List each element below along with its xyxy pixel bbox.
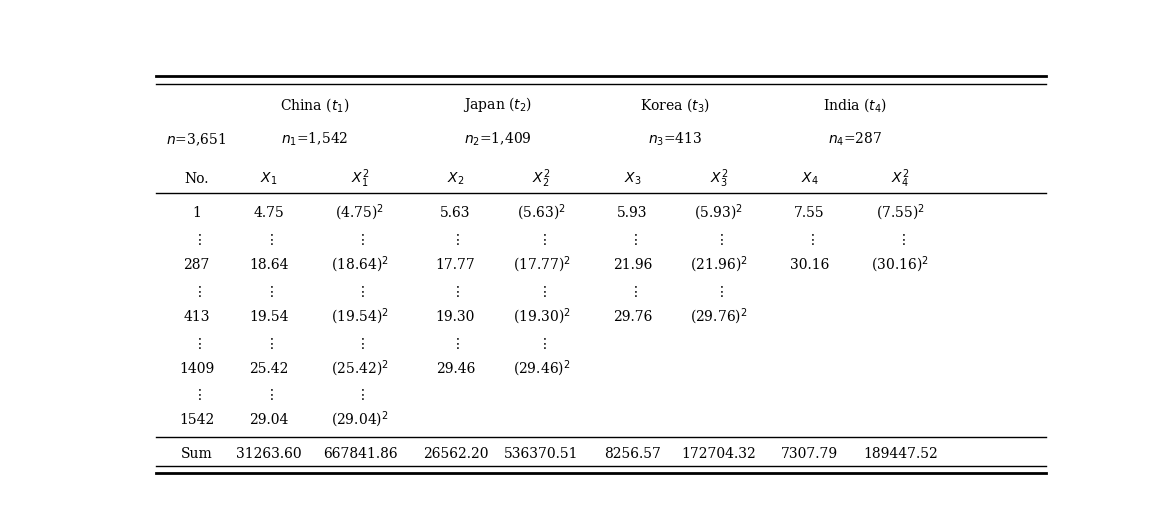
- Text: (29.04)$^2$: (29.04)$^2$: [332, 410, 389, 430]
- Text: $\vdots$: $\vdots$: [450, 231, 461, 247]
- Text: (17.77)$^2$: (17.77)$^2$: [512, 254, 571, 275]
- Text: 7.55: 7.55: [795, 206, 825, 220]
- Text: (19.54)$^2$: (19.54)$^2$: [331, 307, 389, 327]
- Text: (21.96)$^2$: (21.96)$^2$: [690, 254, 748, 275]
- Text: $X_2^2$: $X_2^2$: [532, 167, 551, 190]
- Text: 667841.86: 667841.86: [322, 447, 397, 461]
- Text: (25.42)$^2$: (25.42)$^2$: [331, 359, 389, 379]
- Text: 5.63: 5.63: [440, 206, 471, 220]
- Text: (4.75)$^2$: (4.75)$^2$: [335, 203, 384, 223]
- Text: 30.16: 30.16: [790, 257, 830, 271]
- Text: 5.93: 5.93: [618, 206, 648, 220]
- Text: (7.55)$^2$: (7.55)$^2$: [875, 203, 925, 223]
- Text: $\vdots$: $\vdots$: [192, 284, 202, 298]
- Text: $n_1$=1,542: $n_1$=1,542: [281, 131, 348, 148]
- Text: (19.30)$^2$: (19.30)$^2$: [512, 307, 571, 327]
- Text: $\vdots$: $\vdots$: [265, 231, 274, 247]
- Text: 1: 1: [192, 206, 200, 220]
- Text: (29.46)$^2$: (29.46)$^2$: [513, 359, 571, 379]
- Text: $n_2$=1,409: $n_2$=1,409: [464, 131, 532, 148]
- Text: (30.16)$^2$: (30.16)$^2$: [872, 254, 929, 275]
- Text: (5.93)$^2$: (5.93)$^2$: [694, 203, 743, 223]
- Text: $\vdots$: $\vdots$: [628, 284, 638, 298]
- Text: $\vdots$: $\vdots$: [714, 231, 723, 247]
- Text: China ($t_1$): China ($t_1$): [280, 96, 349, 114]
- Text: $\vdots$: $\vdots$: [355, 336, 364, 351]
- Text: $\vdots$: $\vdots$: [895, 231, 905, 247]
- Text: $\vdots$: $\vdots$: [355, 284, 364, 298]
- Text: $\vdots$: $\vdots$: [265, 336, 274, 351]
- Text: $\vdots$: $\vdots$: [192, 387, 202, 402]
- Text: $\vdots$: $\vdots$: [537, 336, 546, 351]
- Text: $X_1^2$: $X_1^2$: [350, 167, 369, 190]
- Text: Sum: Sum: [180, 447, 212, 461]
- Text: 25.42: 25.42: [250, 362, 288, 376]
- Text: $\vdots$: $\vdots$: [537, 231, 546, 247]
- Text: 19.54: 19.54: [250, 310, 288, 324]
- Text: Japan ($t_2$): Japan ($t_2$): [463, 95, 532, 114]
- Text: 29.46: 29.46: [436, 362, 475, 376]
- Text: $X_3$: $X_3$: [624, 170, 641, 187]
- Text: 17.77: 17.77: [436, 257, 475, 271]
- Text: (5.63)$^2$: (5.63)$^2$: [517, 203, 566, 223]
- Text: $\vdots$: $\vdots$: [450, 284, 461, 298]
- Text: $\vdots$: $\vdots$: [450, 336, 461, 351]
- Text: Korea ($t_3$): Korea ($t_3$): [640, 96, 710, 114]
- Text: 172704.32: 172704.32: [681, 447, 756, 461]
- Text: $n_3$=413: $n_3$=413: [648, 131, 702, 148]
- Text: $\vdots$: $\vdots$: [192, 336, 202, 351]
- Text: 189447.52: 189447.52: [863, 447, 938, 461]
- Text: (18.64)$^2$: (18.64)$^2$: [331, 254, 389, 275]
- Text: $\vdots$: $\vdots$: [714, 284, 723, 298]
- Text: 29.04: 29.04: [250, 413, 288, 427]
- Text: 536370.51: 536370.51: [504, 447, 579, 461]
- Text: 287: 287: [183, 257, 210, 271]
- Text: 19.30: 19.30: [436, 310, 475, 324]
- Text: 29.76: 29.76: [613, 310, 652, 324]
- Text: $X_2$: $X_2$: [447, 170, 464, 187]
- Text: 1542: 1542: [179, 413, 214, 427]
- Text: 21.96: 21.96: [613, 257, 652, 271]
- Text: 4.75: 4.75: [254, 206, 285, 220]
- Text: $n$=3,651: $n$=3,651: [166, 131, 226, 148]
- Text: $X_4^2$: $X_4^2$: [891, 167, 909, 190]
- Text: $\vdots$: $\vdots$: [192, 231, 202, 247]
- Text: No.: No.: [184, 171, 209, 186]
- Text: $\vdots$: $\vdots$: [265, 387, 274, 402]
- Text: (29.76)$^2$: (29.76)$^2$: [690, 307, 748, 327]
- Text: $\vdots$: $\vdots$: [265, 284, 274, 298]
- Text: $\vdots$: $\vdots$: [355, 387, 364, 402]
- Text: $n_4$=287: $n_4$=287: [827, 131, 883, 148]
- Text: 18.64: 18.64: [250, 257, 288, 271]
- Text: $\vdots$: $\vdots$: [805, 231, 815, 247]
- Text: 7307.79: 7307.79: [781, 447, 838, 461]
- Text: $\vdots$: $\vdots$: [355, 231, 364, 247]
- Text: $X_1$: $X_1$: [260, 170, 278, 187]
- Text: 26562.20: 26562.20: [423, 447, 488, 461]
- Text: $X_3^2$: $X_3^2$: [709, 167, 728, 190]
- Text: 8256.57: 8256.57: [604, 447, 661, 461]
- Text: $\vdots$: $\vdots$: [537, 284, 546, 298]
- Text: India ($t_4$): India ($t_4$): [823, 96, 887, 114]
- Text: 413: 413: [183, 310, 210, 324]
- Text: $X_4$: $X_4$: [800, 170, 818, 187]
- Text: 1409: 1409: [179, 362, 214, 376]
- Text: $\vdots$: $\vdots$: [628, 231, 638, 247]
- Text: 31263.60: 31263.60: [237, 447, 302, 461]
